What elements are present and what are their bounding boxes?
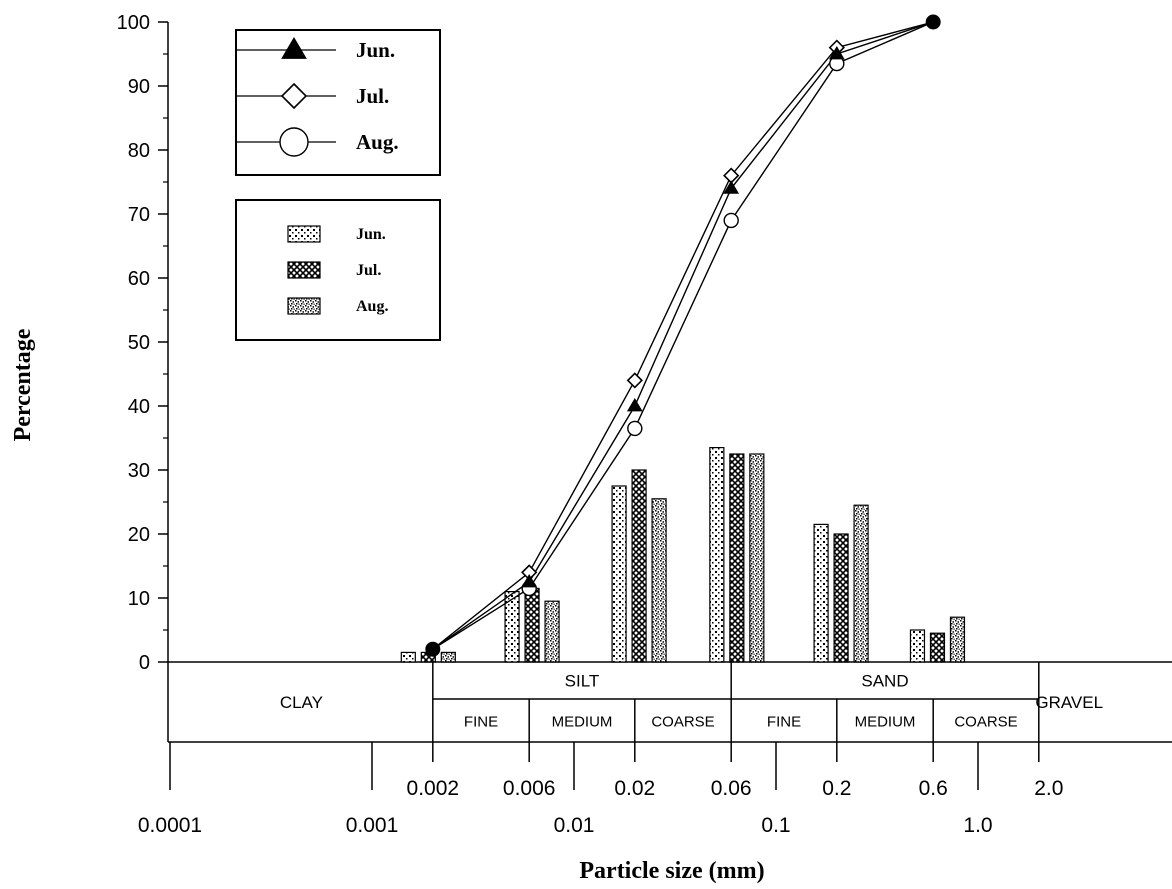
y-tick-label-10: 100	[117, 12, 150, 34]
point-jun-3	[723, 180, 740, 194]
y-tick-label-5: 50	[128, 332, 150, 354]
line-jul	[432, 21, 934, 650]
size-class-table: CLAY SILT SAND GRAVEL FINE MEDIUM COARSE FINE ME…	[167, 661, 1172, 743]
legend-bar-label-1: Jul.	[356, 262, 381, 279]
legend-line-label-0: Jun.	[356, 38, 395, 62]
x-tick-label-lower-4: 1.0	[963, 814, 992, 837]
y-axis-label: Percentage	[10, 328, 36, 441]
point-endpoint-0	[425, 641, 441, 657]
subclass-label-2: COARSE	[651, 714, 714, 731]
bar-jun-1	[504, 590, 520, 663]
x-tick-label-lower-1: 0.001	[346, 814, 399, 837]
x-tick-label-upper-5: 0.6	[919, 777, 948, 800]
cumulative-series	[425, 14, 941, 657]
y-tick-label-6: 60	[128, 268, 150, 290]
point-aug-3	[723, 212, 739, 229]
bar-jun-4	[813, 523, 829, 663]
legend-bars-box	[235, 199, 441, 341]
point-jun-4	[828, 46, 845, 60]
line-aug	[432, 21, 934, 650]
x-tick-label-upper-2: 0.02	[614, 777, 655, 800]
bar-jun-0	[400, 651, 416, 663]
bar-jun-5	[909, 629, 926, 663]
y-tick-label-9: 90	[128, 76, 150, 98]
bar-aug-5	[949, 616, 966, 663]
bar-jul-1	[524, 587, 540, 663]
y-tick-label-8: 80	[128, 140, 150, 162]
class-label-gravel: GRAVEL	[1035, 693, 1103, 712]
x-tick-label-lower-3: 0.1	[761, 814, 790, 837]
bar-series	[400, 447, 966, 663]
x-tick-label-upper-6: 2.0	[1034, 777, 1063, 800]
bar-aug-4	[853, 504, 869, 663]
legend-line-label-2: Aug.	[356, 130, 399, 154]
legend-line-label-1: Jul.	[356, 84, 389, 108]
line-jun	[432, 21, 934, 650]
subclass-label-4: MEDIUM	[855, 714, 916, 731]
legend-bar-swatch-1	[287, 261, 321, 279]
x-axis-label: Particle size (mm)	[579, 858, 764, 884]
legend-bar-swatch-0	[287, 225, 321, 243]
bar-jul-2	[631, 469, 647, 663]
bar-aug-2	[651, 498, 667, 663]
bar-aug-1	[544, 600, 560, 663]
legend-bar-label-0: Jun.	[356, 226, 386, 243]
point-endpoint-5	[925, 14, 941, 30]
class-label-sand: SAND	[861, 672, 908, 691]
legend-marker-1	[280, 82, 308, 110]
bar-aug-3	[749, 453, 765, 663]
y-tick-label-3: 30	[128, 460, 150, 482]
class-label-clay: CLAY	[280, 693, 323, 712]
legend: Jun. Jul. Aug. Jun. Jul. Aug.	[235, 29, 441, 341]
y-tick-label-1: 10	[128, 588, 150, 610]
legend-bar-swatch-2	[287, 297, 321, 315]
point-jul-2	[626, 372, 643, 389]
x-tick-label-upper-3: 0.06	[711, 777, 752, 800]
x-tick-label-lower-2: 0.01	[554, 814, 595, 837]
y-tick-label-2: 20	[128, 524, 150, 546]
y-tick-label-4: 40	[128, 396, 150, 418]
bar-jun-3	[709, 447, 725, 663]
y-tick-label-0: 0	[139, 652, 150, 674]
point-aug-2	[627, 420, 643, 437]
axes: 0 10 20 30 40 50 60 70 80 90 100 0.0001 0.001 0.01 0.1…	[117, 12, 1064, 837]
subclass-label-0: FINE	[464, 714, 498, 731]
point-jun-1	[521, 574, 538, 588]
x-tick-label-lower-0: 0.0001	[138, 814, 202, 837]
legend-marker-0	[281, 37, 307, 59]
bar-jul-3	[729, 453, 745, 663]
bar-jul-4	[833, 533, 849, 663]
y-tick-label-7: 70	[128, 204, 150, 226]
subclass-label-1: MEDIUM	[552, 714, 613, 731]
legend-marker-2	[279, 127, 309, 157]
legend-bar-label-2: Aug.	[356, 298, 388, 315]
legend-lines-box	[235, 29, 441, 176]
point-jun-2	[626, 398, 643, 412]
class-label-silt: SILT	[565, 672, 600, 691]
bar-jul-5	[929, 632, 946, 663]
subclass-label-3: FINE	[767, 714, 801, 731]
x-tick-label-upper-1: 0.006	[503, 777, 556, 800]
x-tick-label-upper-0: 0.002	[407, 777, 460, 800]
x-tick-label-upper-4: 0.2	[822, 777, 851, 800]
bar-jun-2	[611, 485, 627, 663]
subclass-label-5: COARSE	[954, 714, 1017, 731]
bar-aug-0	[440, 651, 456, 663]
